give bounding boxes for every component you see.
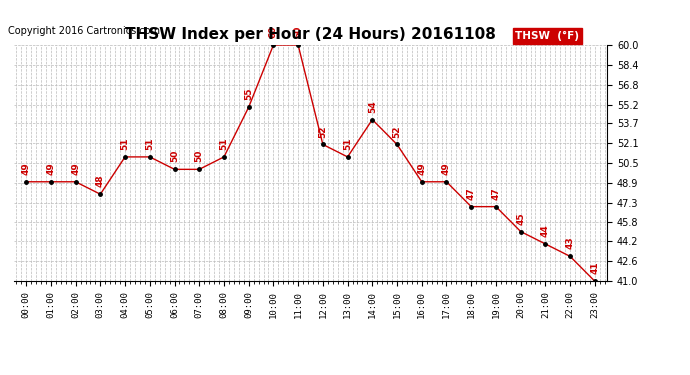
- Text: 51: 51: [343, 138, 352, 150]
- Text: 60: 60: [269, 26, 278, 38]
- Text: Copyright 2016 Cartronics.com: Copyright 2016 Cartronics.com: [8, 26, 160, 36]
- Text: 47: 47: [491, 187, 500, 200]
- Text: 51: 51: [146, 138, 155, 150]
- Text: 49: 49: [21, 162, 30, 175]
- Text: 51: 51: [219, 138, 228, 150]
- Text: 47: 47: [466, 187, 475, 200]
- Text: 52: 52: [318, 125, 327, 138]
- Text: 51: 51: [121, 138, 130, 150]
- Text: 48: 48: [96, 175, 105, 187]
- Text: 49: 49: [71, 162, 80, 175]
- Text: 60: 60: [294, 26, 303, 38]
- Text: 50: 50: [195, 150, 204, 162]
- Text: 52: 52: [393, 125, 402, 138]
- Text: 41: 41: [591, 262, 600, 274]
- Text: 49: 49: [442, 162, 451, 175]
- Text: 44: 44: [541, 224, 550, 237]
- Text: THSW  (°F): THSW (°F): [515, 31, 579, 41]
- Title: THSW Index per Hour (24 Hours) 20161108: THSW Index per Hour (24 Hours) 20161108: [125, 27, 496, 42]
- Text: 50: 50: [170, 150, 179, 162]
- Text: 54: 54: [368, 100, 377, 112]
- Text: 45: 45: [516, 212, 525, 225]
- Text: 49: 49: [46, 162, 55, 175]
- Text: 49: 49: [417, 162, 426, 175]
- Text: 55: 55: [244, 88, 253, 100]
- Text: 43: 43: [566, 237, 575, 249]
